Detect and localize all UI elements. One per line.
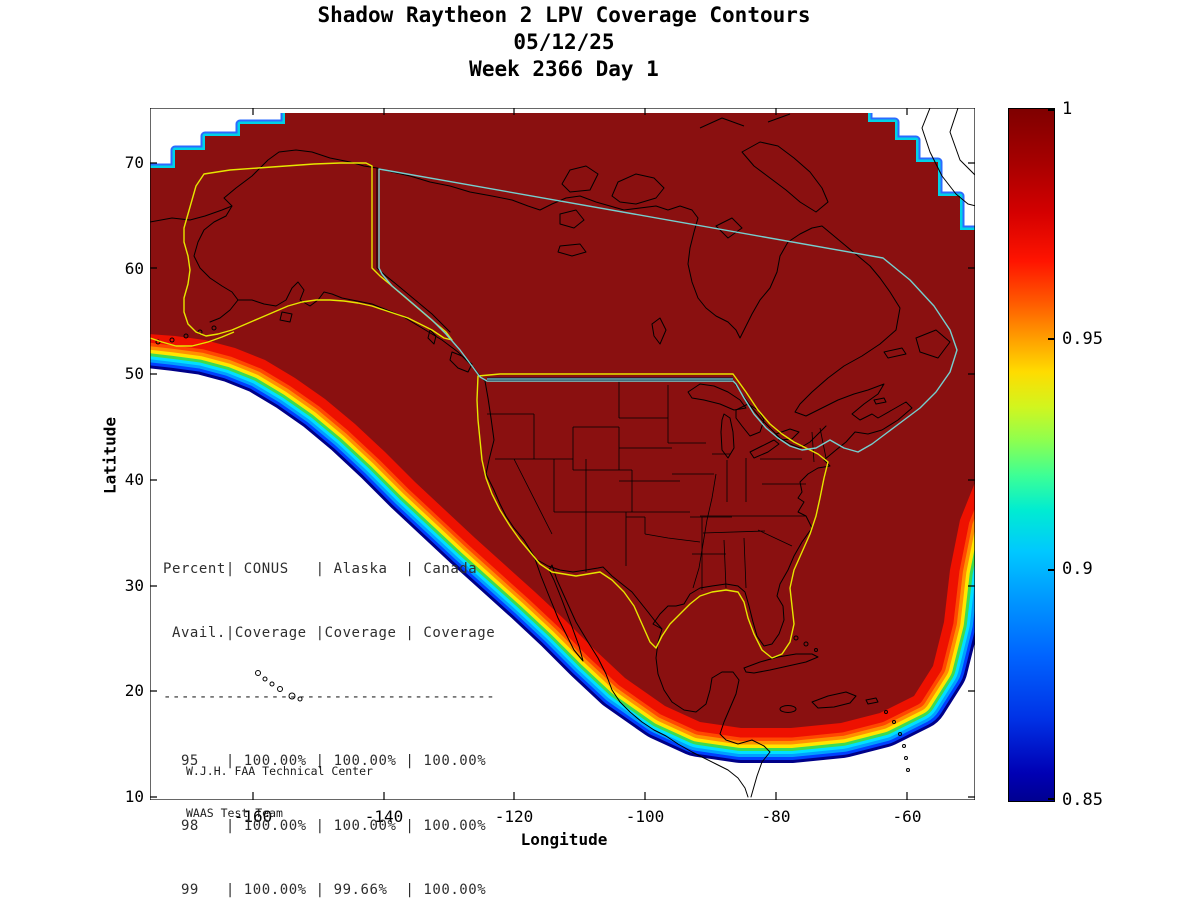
colorbar [1008, 108, 1055, 802]
colorbar-label-09: 0.9 [1062, 559, 1093, 579]
coverage-map [150, 108, 975, 800]
table-line: 99 | 100.00% | 99.66% | 100.00% [163, 881, 487, 898]
x-tick--60: -60 [892, 807, 922, 826]
y-tick-30: 30 [124, 576, 144, 595]
islands [155, 108, 975, 772]
colorbar-label-1: 1 [1062, 99, 1073, 119]
colorbar-tick [1048, 338, 1054, 340]
x-tick--100: -100 [625, 807, 665, 826]
y-tick-40: 40 [124, 470, 144, 489]
x-tick--120: -120 [494, 807, 534, 826]
axis-tick-marks [150, 108, 975, 800]
table-line: 95 | 100.00% | 100.00% | 100.00% [163, 753, 487, 770]
credit-line-1: W.J.H. FAA Technical Center [186, 764, 373, 778]
colorbar-tick [1048, 569, 1054, 571]
colorbar-tick [1048, 109, 1054, 111]
table-line: Avail.|Coverage |Coverage | Coverage [163, 625, 496, 642]
y-axis-label: Latitude [100, 416, 120, 495]
y-tick-60: 60 [124, 259, 144, 278]
title-line-1: Shadow Raytheon 2 LPV Coverage Contours [317, 3, 811, 27]
credit-line-2: WAAS Test Team [186, 806, 283, 820]
y-tick-10: 10 [124, 787, 144, 806]
table-line: 98 | 100.00% | 100.00% | 100.00% [163, 817, 487, 834]
colorbar-tick [1048, 798, 1054, 800]
conus-alaska-boundary [150, 162, 829, 659]
availability-table: Percent| CONUS | Alaska | Canada Avail.|… [163, 516, 495, 900]
table-line: Percent| CONUS | Alaska | Canada [163, 560, 478, 577]
y-tick-70: 70 [124, 153, 144, 172]
x-tick--140: -140 [364, 807, 404, 826]
table-line: ------------------------------------- [163, 689, 496, 706]
state-borders [487, 381, 827, 590]
figure-title: Shadow Raytheon 2 LPV Coverage Contours … [150, 2, 978, 83]
y-tick-20: 20 [124, 681, 144, 700]
y-tick-50: 50 [124, 364, 144, 383]
coverage-region [150, 113, 975, 728]
colorbar-label-095: 0.95 [1062, 329, 1103, 349]
title-line-2: 05/12/25 [513, 30, 615, 54]
credit-text: W.J.H. FAA Technical Center WAAS Test Te… [186, 736, 373, 848]
title-line-3: Week 2366 Day 1 [469, 57, 659, 81]
colorbar-label-085: 0.85 [1062, 790, 1103, 810]
x-tick--80: -80 [761, 807, 791, 826]
x-tick--160: -160 [233, 807, 273, 826]
x-axis-label: Longitude [520, 830, 608, 849]
canada-boundary [378, 168, 958, 453]
